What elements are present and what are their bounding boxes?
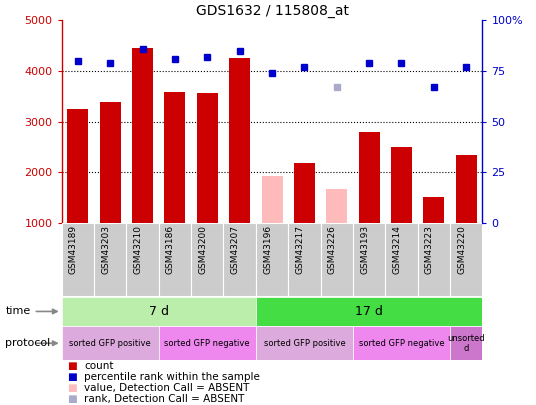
Bar: [197, 93, 218, 223]
Text: ■: ■: [67, 394, 77, 404]
Text: GSM43210: GSM43210: [133, 225, 143, 274]
Text: count: count: [84, 361, 114, 371]
Bar: [418, 223, 450, 296]
Text: GSM43207: GSM43207: [230, 225, 240, 274]
Bar: [132, 48, 153, 223]
Text: 7 d: 7 d: [148, 305, 169, 318]
Text: time: time: [5, 307, 31, 316]
Title: GDS1632 / 115808_at: GDS1632 / 115808_at: [196, 4, 348, 18]
Bar: [229, 58, 250, 223]
Bar: [165, 92, 185, 223]
Bar: [159, 223, 191, 296]
Text: sorted GFP positive: sorted GFP positive: [264, 339, 345, 348]
Bar: [62, 297, 256, 326]
Text: ■: ■: [67, 383, 77, 393]
Bar: [94, 223, 126, 296]
Text: protocol: protocol: [5, 338, 50, 348]
Text: GSM43200: GSM43200: [198, 225, 207, 274]
Text: ■: ■: [67, 372, 77, 382]
Bar: [262, 176, 282, 223]
Text: ■: ■: [67, 361, 77, 371]
Text: GSM43193: GSM43193: [360, 225, 369, 274]
Bar: [423, 197, 444, 223]
Text: GSM43186: GSM43186: [166, 225, 175, 274]
Bar: [288, 223, 321, 296]
Text: GSM43226: GSM43226: [327, 225, 337, 274]
Text: GSM43203: GSM43203: [101, 225, 110, 274]
Bar: [385, 223, 418, 296]
Text: sorted GFP negative: sorted GFP negative: [165, 339, 250, 348]
Bar: [191, 223, 224, 296]
Bar: [450, 326, 482, 360]
Text: 17 d: 17 d: [355, 305, 383, 318]
Bar: [159, 326, 256, 360]
Text: rank, Detection Call = ABSENT: rank, Detection Call = ABSENT: [84, 394, 244, 404]
Bar: [256, 326, 353, 360]
Text: GSM43196: GSM43196: [263, 225, 272, 274]
Bar: [256, 297, 482, 326]
Bar: [256, 223, 288, 296]
Text: GSM43189: GSM43189: [69, 225, 78, 274]
Bar: [326, 189, 347, 223]
Text: GSM43223: GSM43223: [425, 225, 434, 274]
Bar: [62, 326, 159, 360]
Bar: [456, 155, 477, 223]
Text: GSM43217: GSM43217: [295, 225, 304, 274]
Bar: [353, 326, 450, 360]
Text: GSM43214: GSM43214: [392, 225, 401, 274]
Text: sorted GFP positive: sorted GFP positive: [69, 339, 151, 348]
Bar: [321, 223, 353, 296]
Bar: [450, 223, 482, 296]
Bar: [62, 223, 94, 296]
Text: unsorted
d: unsorted d: [448, 334, 485, 353]
Text: GSM43220: GSM43220: [457, 225, 466, 274]
Text: percentile rank within the sample: percentile rank within the sample: [84, 372, 260, 382]
Bar: [359, 132, 379, 223]
Text: sorted GFP negative: sorted GFP negative: [359, 339, 444, 348]
Text: value, Detection Call = ABSENT: value, Detection Call = ABSENT: [84, 383, 250, 393]
Bar: [224, 223, 256, 296]
Bar: [100, 102, 121, 223]
Bar: [126, 223, 159, 296]
Bar: [68, 109, 88, 223]
Bar: [294, 163, 315, 223]
Bar: [391, 147, 412, 223]
Bar: [353, 223, 385, 296]
